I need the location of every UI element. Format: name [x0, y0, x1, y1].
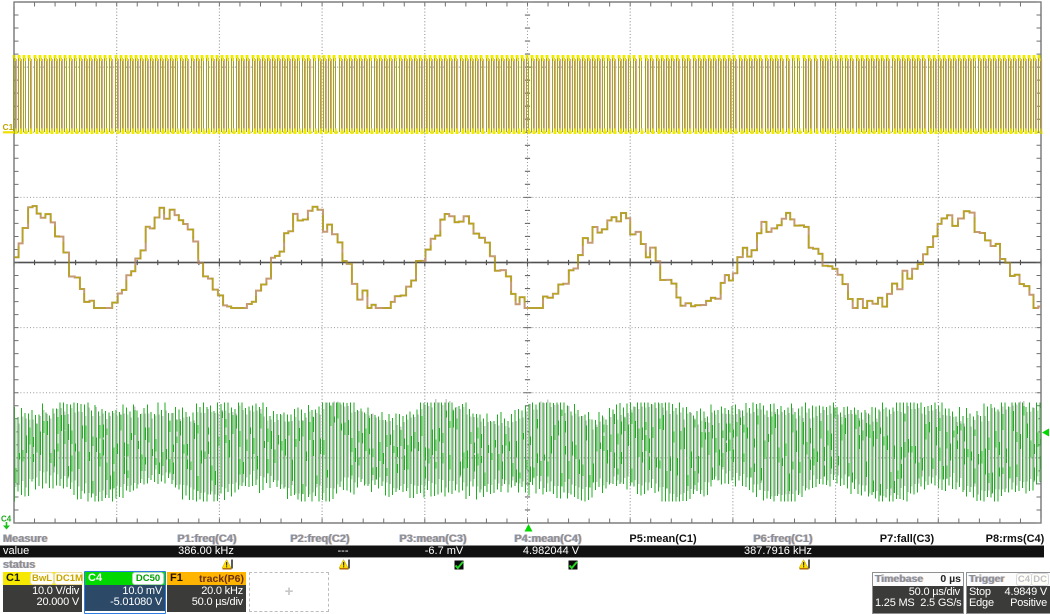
svg-text:C4: C4 — [1, 515, 12, 524]
svg-text:C1: C1 — [3, 122, 14, 132]
